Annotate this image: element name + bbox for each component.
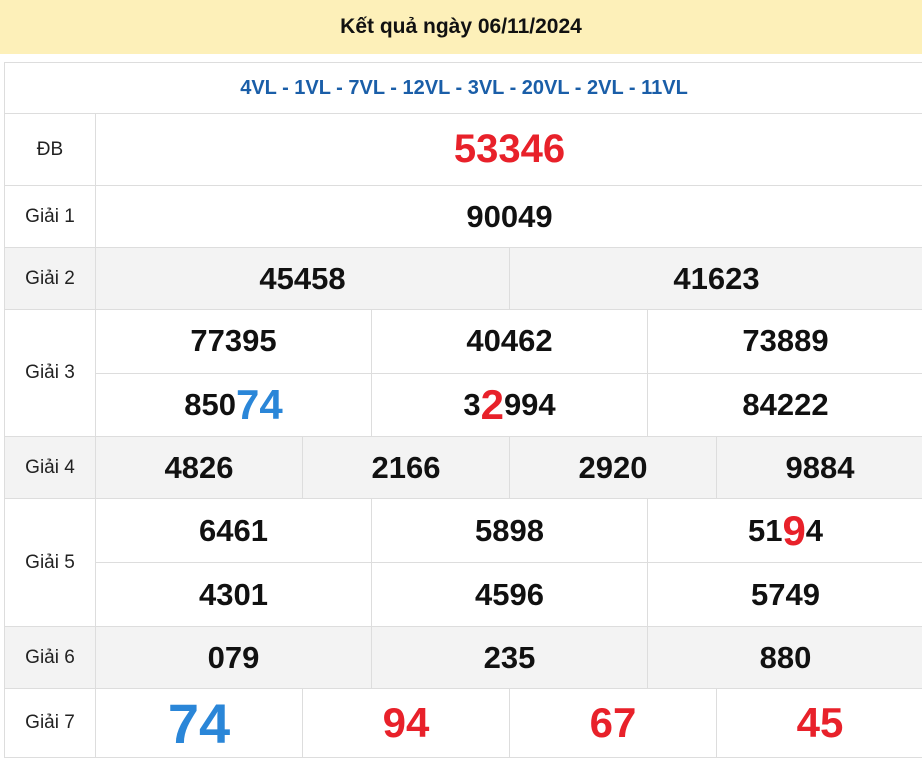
prize-subrow: 4301 4596 5749 [96, 562, 922, 626]
prize-number: 9884 [716, 437, 922, 498]
prize-label: Giải 7 [5, 689, 96, 757]
prize-row: ĐB 53346 [5, 114, 922, 186]
highlighted-digits: 45 [796, 699, 844, 746]
prize-number: 77395 [96, 310, 371, 373]
prize-subrow: 4826 2166 2920 9884 [96, 437, 922, 498]
prize-number: 90049 [96, 186, 922, 247]
number-digits: 77395 [190, 323, 277, 359]
prize-number: 53346 [96, 114, 922, 185]
highlighted-digits: 67 [589, 699, 637, 746]
prize-number: 4596 [371, 563, 647, 626]
prize-row: Giải 1 90049 [5, 186, 922, 248]
prize-values: 6461 5898 51 9 4 4301 4596 5749 [96, 499, 922, 626]
number-digits: 4301 [199, 576, 268, 612]
prize-values: 53346 [96, 114, 922, 185]
number-digits: 3 [463, 386, 481, 422]
prize-values: 45458 41623 [96, 248, 922, 309]
number-digits: 2920 [578, 449, 648, 485]
number-digits: 45458 [259, 260, 346, 296]
prize-number: 6461 [96, 499, 371, 562]
prize-number: 4826 [96, 437, 302, 498]
prize-values: 77395 40462 73889 850 74 3 2 994 84222 [96, 310, 922, 436]
prize-subrow: 90049 [96, 186, 922, 247]
number-digits: 9884 [785, 449, 855, 485]
prize-number: 2166 [302, 437, 509, 498]
lottery-codes: 4VL - 1VL - 7VL - 12VL - 3VL - 20VL - 2V… [5, 63, 922, 114]
prize-row: Giải 3 77395 40462 73889 850 74 3 2 994 84222 [5, 310, 922, 437]
prize-label: Giải 2 [5, 248, 96, 309]
prize-label: Giải 4 [5, 437, 96, 498]
number-digits: 41623 [673, 260, 760, 296]
prize-row: Giải 7 74 94 67 45 [5, 689, 922, 758]
number-digits: 2166 [371, 449, 441, 485]
prize-subrow: 77395 40462 73889 [96, 310, 922, 373]
highlighted-digits: 2 [480, 380, 504, 428]
prize-row: Giải 5 6461 5898 51 9 4 4301 4596 5749 [5, 499, 922, 627]
highlighted-digits: 53346 [453, 127, 566, 171]
prize-label: Giải 3 [5, 310, 96, 436]
highlighted-digits: 9 [782, 506, 806, 554]
prize-row: Giải 2 45458 41623 [5, 248, 922, 310]
prize-number: 3 2 994 [371, 373, 647, 436]
header-title: Kết quả ngày 06/11/2024 [340, 15, 582, 38]
prize-label: Giải 5 [5, 499, 96, 626]
prize-values: 74 94 67 45 [96, 689, 922, 757]
prize-subrow: 45458 41623 [96, 248, 922, 309]
number-digits: 73889 [742, 323, 829, 359]
number-digits: 84222 [742, 386, 829, 422]
number-digits: 235 [483, 639, 536, 675]
prize-label: Giải 6 [5, 627, 96, 688]
results-table: 4VL - 1VL - 7VL - 12VL - 3VL - 20VL - 2V… [4, 62, 922, 758]
prize-number: 40462 [371, 310, 647, 373]
number-digits: 4826 [164, 449, 234, 485]
prize-subrow: 850 74 3 2 994 84222 [96, 372, 922, 437]
prize-number: 45458 [96, 248, 509, 309]
prize-number: 2920 [509, 437, 716, 498]
number-digits: 850 [184, 386, 236, 422]
prize-number: 5749 [647, 563, 922, 626]
prize-number: 73889 [647, 310, 922, 373]
prize-number: 079 [96, 627, 371, 688]
highlighted-digits: 94 [382, 699, 430, 746]
prize-number: 94 [302, 689, 509, 757]
number-digits: 994 [503, 386, 556, 422]
number-digits: 5749 [751, 576, 820, 612]
prize-values: 079 235 880 [96, 627, 922, 688]
number-digits: 40462 [466, 323, 553, 359]
prize-number: 84222 [647, 373, 922, 436]
number-digits: 5898 [475, 512, 544, 548]
number-digits: 51 [747, 512, 783, 548]
prize-number: 850 74 [96, 374, 371, 437]
prize-subrow: 079 235 880 [96, 627, 922, 688]
prize-label: ĐB [5, 114, 96, 185]
prize-number: 4301 [96, 563, 371, 626]
prize-row: Giải 6 079 235 880 [5, 627, 922, 689]
prize-number: 235 [371, 627, 647, 688]
highlighted-digits: 74 [236, 380, 283, 428]
number-digits: 6461 [199, 512, 268, 548]
prize-subrow: 6461 5898 51 9 4 [96, 499, 922, 562]
results-header: Kết quả ngày 06/11/2024 [0, 0, 922, 54]
prize-number: 41623 [509, 248, 922, 309]
prize-number: 45 [716, 689, 922, 757]
prize-label: Giải 1 [5, 186, 96, 247]
prize-number: 51 9 4 [647, 499, 922, 562]
prize-values: 4826 2166 2920 9884 [96, 437, 922, 498]
number-digits: 079 [207, 639, 260, 675]
prize-number: 5898 [371, 499, 647, 562]
prize-subrow: 53346 [96, 114, 922, 185]
prize-values: 90049 [96, 186, 922, 247]
number-digits: 4596 [475, 576, 544, 612]
number-digits: 4 [805, 512, 824, 548]
prize-number: 67 [509, 689, 716, 757]
prize-subrow: 74 94 67 45 [96, 689, 922, 757]
prize-number: 880 [647, 627, 922, 688]
prize-number: 74 [96, 689, 302, 757]
number-digits: 880 [759, 639, 812, 675]
prize-row: Giải 4 4826 2166 2920 9884 [5, 437, 922, 499]
highlighted-digits: 74 [167, 691, 231, 755]
number-digits: 90049 [466, 198, 553, 234]
